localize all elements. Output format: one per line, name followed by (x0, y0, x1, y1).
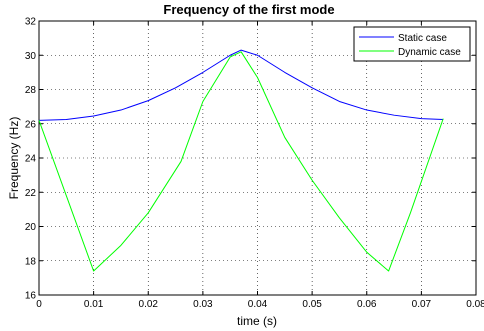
x-tick-label: 0.03 (193, 299, 213, 310)
y-tick-label: 30 (25, 51, 37, 62)
x-tick-label: 0.07 (412, 299, 432, 310)
series-lines (38, 49, 444, 272)
x-tick-label: 0.08 (466, 299, 484, 310)
chart-title: Frequency of the first mode (163, 2, 334, 17)
y-tick-label: 24 (25, 154, 37, 165)
legend-box (353, 26, 471, 62)
x-tick-label: 0 (36, 299, 42, 310)
axis-ticks: 0 0.01 0.02 0.03 0.04 0.05 0.06 0.07 0.08 16 18 20 2… (25, 17, 484, 311)
y-tick-label: 16 (25, 291, 37, 302)
x-tick-label: 0.04 (248, 299, 268, 310)
x-tick-label: 0.01 (84, 299, 104, 310)
x-tick-label: 0.05 (302, 299, 322, 310)
x-tick-label: 0.02 (139, 299, 159, 310)
y-tick-label: 28 (25, 85, 37, 96)
legend-label-static: Static case (398, 33, 447, 44)
y-tick-label: 20 (25, 222, 37, 233)
legend: Static case Dynamic case (353, 26, 471, 62)
y-tick-label: 32 (25, 17, 37, 28)
x-tick-label: 0.06 (357, 299, 377, 310)
legend-label-dynamic: Dynamic case (398, 47, 461, 58)
y-tick-label: 22 (25, 188, 37, 199)
dynamic-case-line (38, 51, 444, 272)
y-tick-label: 26 (25, 119, 37, 130)
static-case-line (38, 49, 444, 121)
x-axis-label: time (s) (237, 314, 277, 328)
y-axis-label: Frequency (Hz) (7, 117, 21, 200)
y-tick-label: 18 (25, 256, 37, 267)
